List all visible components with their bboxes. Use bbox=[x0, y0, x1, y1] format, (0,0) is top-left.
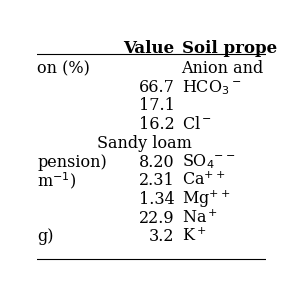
Text: 3.2: 3.2 bbox=[149, 228, 175, 245]
Text: Anion and: Anion and bbox=[181, 60, 264, 77]
Text: 1.34: 1.34 bbox=[139, 191, 175, 208]
Text: 8.20: 8.20 bbox=[139, 154, 175, 170]
Text: HCO$_3$$^-$: HCO$_3$$^-$ bbox=[181, 78, 241, 96]
Text: K$^+$: K$^+$ bbox=[181, 228, 206, 245]
Text: 22.9: 22.9 bbox=[139, 210, 175, 226]
Text: m$^{-1}$): m$^{-1}$) bbox=[37, 170, 76, 191]
Text: on (%): on (%) bbox=[37, 60, 90, 77]
Text: 17.1: 17.1 bbox=[139, 97, 175, 115]
Text: 66.7: 66.7 bbox=[139, 79, 175, 96]
Text: 2.31: 2.31 bbox=[139, 172, 175, 189]
Text: Mg$^{++}$: Mg$^{++}$ bbox=[181, 189, 230, 210]
Text: Na$^+$: Na$^+$ bbox=[181, 210, 218, 227]
Text: g): g) bbox=[37, 228, 54, 245]
Text: Ca$^{++}$: Ca$^{++}$ bbox=[181, 172, 225, 189]
Text: Sandy loam: Sandy loam bbox=[96, 135, 192, 152]
Text: pension): pension) bbox=[37, 154, 107, 170]
Text: 16.2: 16.2 bbox=[139, 116, 175, 133]
Text: Cl$^-$: Cl$^-$ bbox=[181, 116, 211, 133]
Text: SO$_4$$^{--}$: SO$_4$$^{--}$ bbox=[181, 153, 235, 171]
Text: Soil prope: Soil prope bbox=[181, 40, 277, 57]
Text: Value: Value bbox=[123, 40, 175, 57]
